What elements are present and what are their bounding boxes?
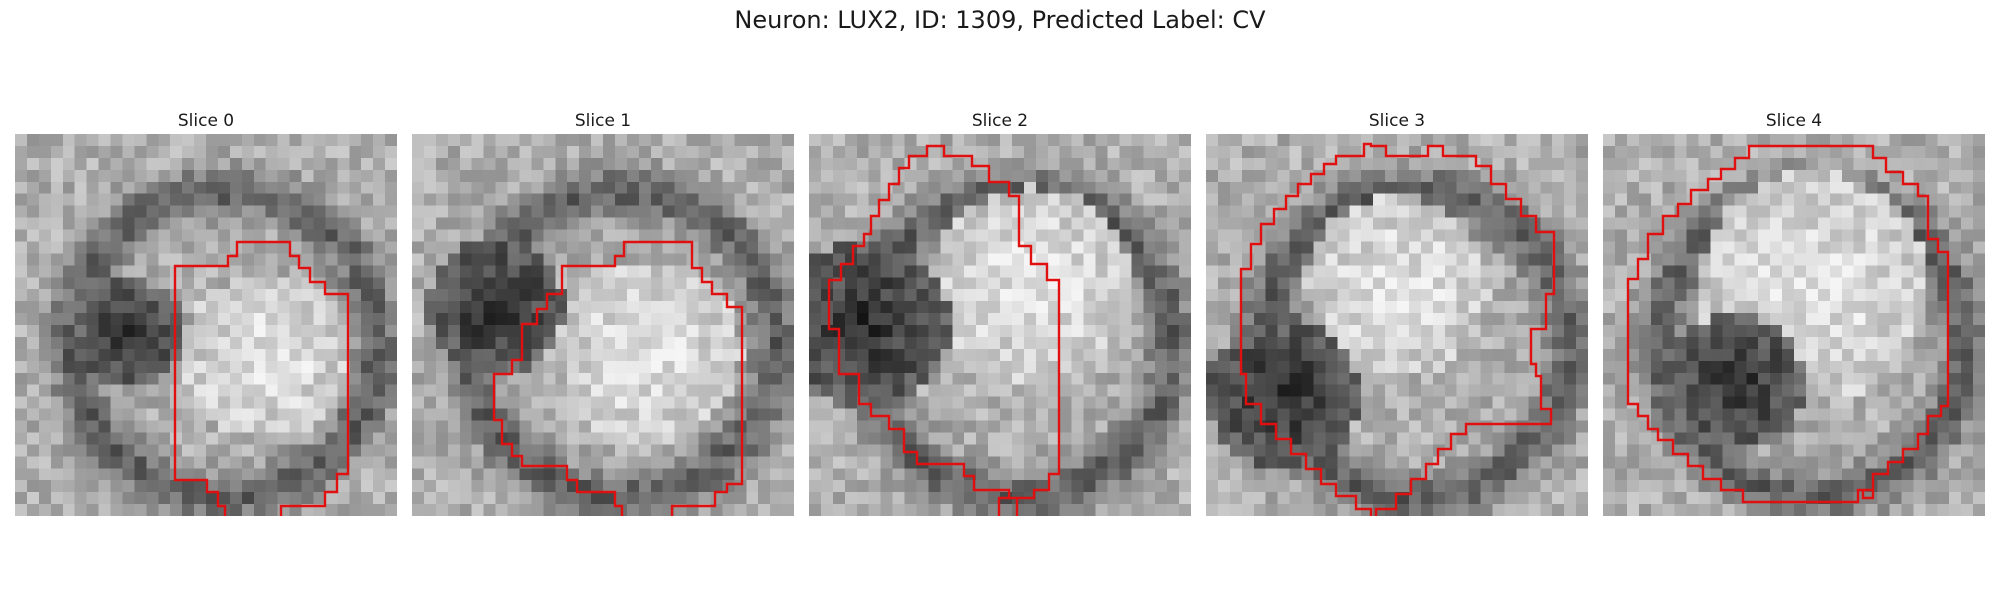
slice-image bbox=[1603, 134, 1985, 516]
slice-panel-1: Slice 1 bbox=[412, 110, 794, 516]
segmentation-contour bbox=[492, 240, 744, 516]
slice-image-frame bbox=[809, 134, 1191, 516]
slice-panel-0: Slice 0 bbox=[15, 110, 397, 516]
slice-panel-4: Slice 4 bbox=[1603, 110, 1985, 516]
slice-image bbox=[15, 134, 397, 516]
figure-title: Neuron: LUX2, ID: 1309, Predicted Label:… bbox=[734, 6, 1266, 34]
slice-image-frame bbox=[15, 134, 397, 516]
segmentation-contour bbox=[1239, 142, 1556, 516]
segmentation-contour bbox=[173, 240, 350, 516]
slice-image-frame bbox=[412, 134, 794, 516]
slice-title: Slice 1 bbox=[574, 111, 632, 131]
slice-panel-3: Slice 3 bbox=[1206, 110, 1588, 516]
slice-title: Slice 3 bbox=[1368, 111, 1426, 131]
segmentation-contour bbox=[1626, 144, 1950, 504]
slice-image bbox=[1206, 134, 1588, 516]
segmentation-contour bbox=[827, 144, 1061, 516]
slice-panel-2: Slice 2 bbox=[809, 110, 1191, 516]
slice-image-frame bbox=[1206, 134, 1588, 516]
slice-title: Slice 0 bbox=[177, 111, 235, 131]
slice-title: Slice 2 bbox=[971, 111, 1029, 131]
slice-image bbox=[412, 134, 794, 516]
slice-image-frame bbox=[1603, 134, 1985, 516]
slice-image bbox=[809, 134, 1191, 516]
slice-title: Slice 4 bbox=[1765, 111, 1823, 131]
